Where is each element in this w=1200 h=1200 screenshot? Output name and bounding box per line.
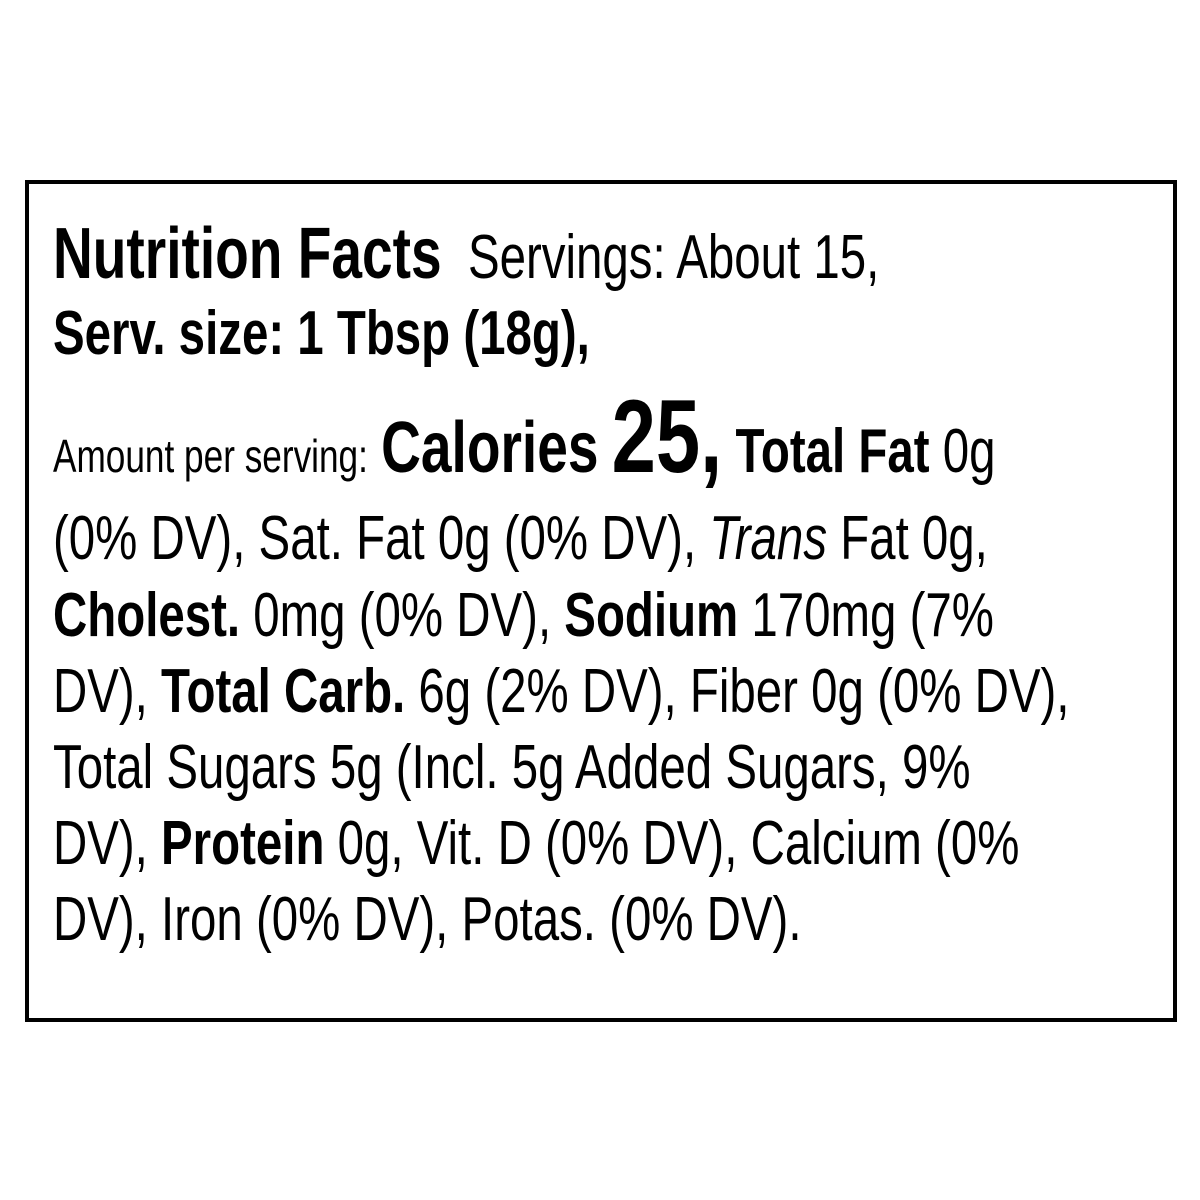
servings: Servings: About 15, xyxy=(467,223,880,292)
dv-text: DV), xyxy=(53,657,162,726)
calories-value: 25, xyxy=(611,379,723,495)
cholest-value: 0mg (0% DV), xyxy=(240,581,565,650)
trans-label: Trans xyxy=(709,504,828,573)
cholest-sodium-line: Cholest. 0mg (0% DV), Sodium 170mg (7% xyxy=(53,585,994,647)
minerals-line: DV), Iron (0% DV), Potas. (0% DV). xyxy=(53,885,802,954)
total-fat-value: 0g xyxy=(929,417,996,486)
protein-label: Protein xyxy=(161,809,325,878)
carb-line: DV), Total Carb. 6g (2% DV), Fiber 0g (0… xyxy=(53,661,1069,723)
amount-per-serving: Amount per serving: xyxy=(53,430,368,482)
dv-text: DV), xyxy=(53,809,162,878)
total-carb-label: Total Carb. xyxy=(161,657,406,726)
serving-size: Serv. size: 1 Tbsp (18g), xyxy=(53,299,590,368)
protein-line: DV), Protein 0g, Vit. D (0% DV), Calcium… xyxy=(53,813,1019,875)
title-line: Nutrition Facts Servings: About 15, xyxy=(53,218,879,290)
sodium-value: 170mg (7% xyxy=(738,581,994,650)
total-carb-value: 6g (2% DV), Fiber 0g (0% DV), xyxy=(405,657,1070,726)
trans-fat-text: Fat 0g, xyxy=(827,504,988,573)
sat-fat-text: (0% DV), Sat. Fat 0g (0% DV), xyxy=(53,504,710,573)
total-fat-label: Total Fat xyxy=(735,417,930,486)
calories-label: Calories xyxy=(381,408,599,488)
protein-value: 0g, Vit. D (0% DV), Calcium (0% xyxy=(324,809,1020,878)
sugars-line: Total Sugars 5g (Incl. 5g Added Sugars, … xyxy=(53,733,971,802)
fat-line: (0% DV), Sat. Fat 0g (0% DV), Trans Fat … xyxy=(53,508,988,570)
sodium-label: Sodium xyxy=(564,581,739,650)
calories-line: Amount per serving: Calories 25, Total F… xyxy=(53,385,995,489)
nutrition-facts-title: Nutrition Facts xyxy=(53,214,442,294)
cholest-label: Cholest. xyxy=(53,581,241,650)
nutrition-facts-panel xyxy=(25,180,1177,1022)
